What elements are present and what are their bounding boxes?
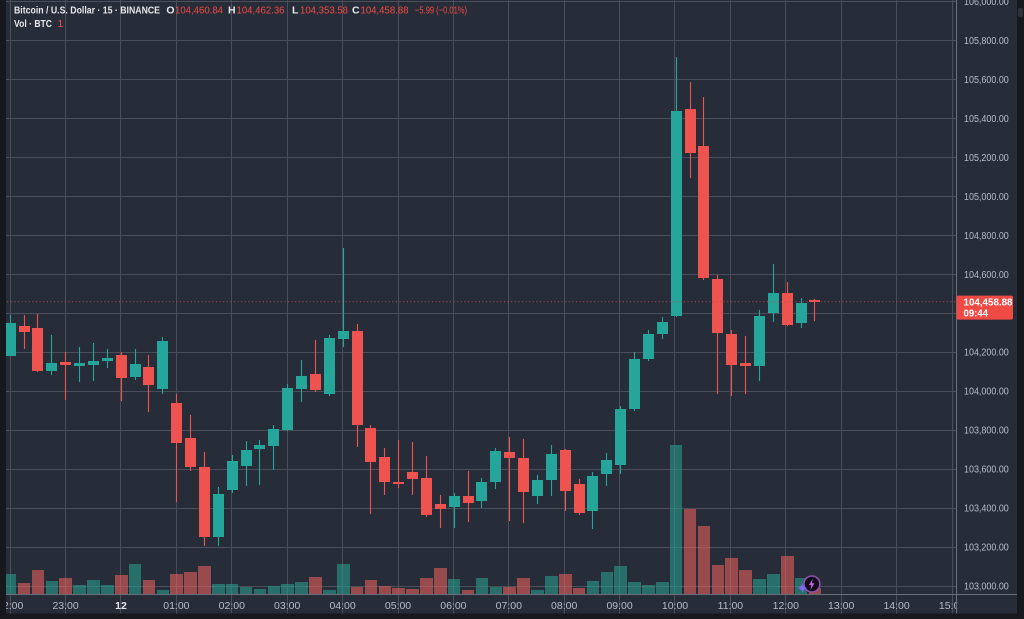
svg-text:13:00: 13:00 bbox=[828, 600, 854, 612]
svg-text:106,000.00: 106,000.00 bbox=[964, 0, 1009, 8]
svg-text:105,200.00: 105,200.00 bbox=[964, 153, 1009, 164]
svg-text:104,353.58: 104,353.58 bbox=[300, 5, 348, 17]
svg-text:104,458.88: 104,458.88 bbox=[964, 296, 1013, 308]
svg-text:105,000.00: 105,000.00 bbox=[964, 192, 1009, 203]
svg-text:H: H bbox=[228, 5, 236, 17]
svg-text:−5.99 (−0.01%): −5.99 (−0.01%) bbox=[415, 5, 467, 17]
svg-text:103,000.00: 103,000.00 bbox=[964, 582, 1009, 593]
svg-text:O: O bbox=[166, 5, 174, 17]
svg-text:104,800.00: 104,800.00 bbox=[964, 231, 1009, 242]
svg-text:11:00: 11:00 bbox=[718, 600, 744, 612]
svg-text:08:00: 08:00 bbox=[551, 600, 577, 612]
svg-text:10:00: 10:00 bbox=[662, 600, 688, 612]
svg-text:07:00: 07:00 bbox=[496, 600, 522, 612]
svg-text:104,000.00: 104,000.00 bbox=[964, 387, 1009, 398]
svg-text:104,460.84: 104,460.84 bbox=[175, 5, 223, 17]
svg-text:105,600.00: 105,600.00 bbox=[964, 75, 1009, 86]
svg-text:1: 1 bbox=[58, 18, 64, 30]
svg-text:105,400.00: 105,400.00 bbox=[964, 114, 1009, 125]
svg-text:23:00: 23:00 bbox=[52, 600, 78, 612]
svg-text:103,800.00: 103,800.00 bbox=[964, 426, 1009, 437]
svg-text:104,462.36: 104,462.36 bbox=[237, 5, 285, 17]
svg-text:02:00: 02:00 bbox=[219, 600, 245, 612]
svg-text:104,200.00: 104,200.00 bbox=[964, 348, 1009, 359]
svg-text:03:00: 03:00 bbox=[274, 600, 300, 612]
svg-text:103,400.00: 103,400.00 bbox=[964, 504, 1009, 515]
svg-text:05:00: 05:00 bbox=[385, 600, 411, 612]
svg-text:Bitcoin / U.S. Dollar · 15 · B: Bitcoin / U.S. Dollar · 15 · BINANCE bbox=[14, 5, 160, 17]
svg-text:103,200.00: 103,200.00 bbox=[964, 543, 1009, 554]
svg-text:104,600.00: 104,600.00 bbox=[964, 270, 1009, 281]
svg-text:12:00: 12:00 bbox=[773, 600, 799, 612]
svg-text:104,458.88: 104,458.88 bbox=[361, 5, 409, 17]
svg-text:103,600.00: 103,600.00 bbox=[964, 465, 1009, 476]
svg-text:04:00: 04:00 bbox=[329, 600, 355, 612]
svg-text:01:00: 01:00 bbox=[163, 600, 189, 612]
svg-text:105,800.00: 105,800.00 bbox=[964, 36, 1009, 47]
svg-text:12: 12 bbox=[115, 600, 127, 612]
svg-text:Vol · BTC: Vol · BTC bbox=[14, 18, 52, 30]
svg-text:09:00: 09:00 bbox=[606, 600, 632, 612]
svg-text:06:00: 06:00 bbox=[440, 600, 466, 612]
svg-text:09:44: 09:44 bbox=[964, 308, 989, 320]
svg-text:L: L bbox=[292, 5, 299, 17]
svg-text:14:00: 14:00 bbox=[883, 600, 909, 612]
svg-text:C: C bbox=[352, 5, 360, 17]
